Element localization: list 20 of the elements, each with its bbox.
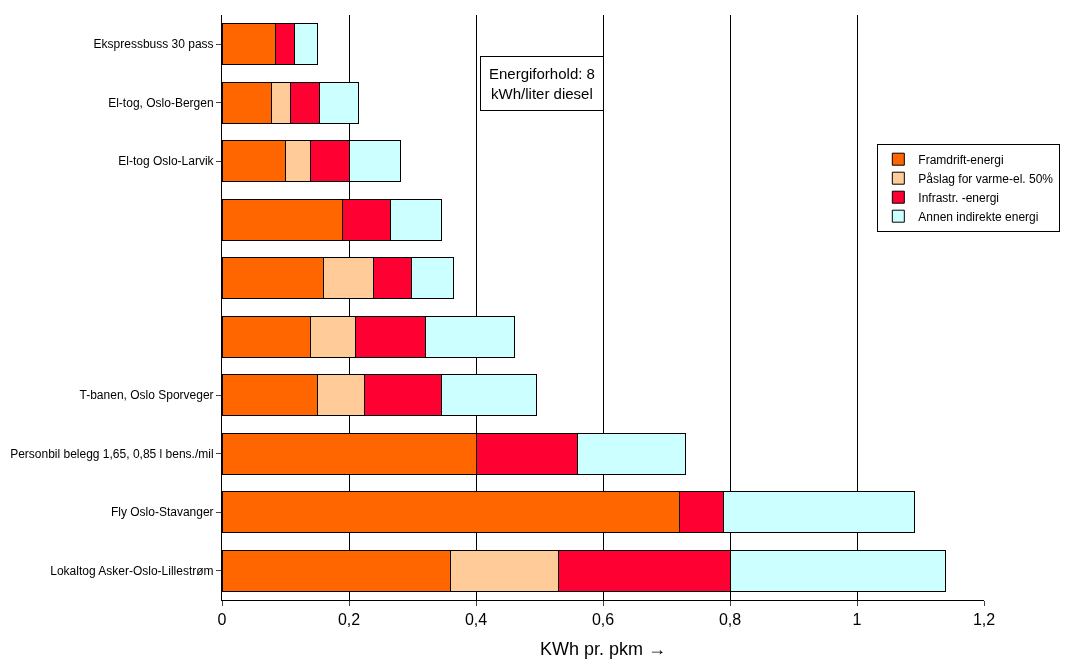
legend-label: Infrastr. -energi	[918, 190, 1000, 205]
annotation: Energiforhold: 8 kWh/liter diesel	[489, 65, 595, 102]
y-tick-label: Personbil belegg 1,65, 0,85 l bens./mil	[10, 446, 214, 461]
x-tick-label: 0,4	[464, 611, 488, 629]
x-tick-label: 0,6	[591, 611, 615, 629]
y-tick-label: Lokaltog Asker-Oslo-Lillestrøm	[50, 563, 214, 578]
x-tick-label: 1,2	[972, 611, 996, 629]
x-axis-title: KWh pr. pkm →	[539, 639, 667, 660]
y-tick-label: El-tog Oslo-Larvik	[118, 154, 215, 169]
y-tick-label: Fly Oslo-Stavanger	[110, 505, 214, 520]
x-tick-label: 1	[852, 611, 862, 629]
legend-label: Framdrift-energi	[918, 152, 1004, 167]
legend-label: Annen indirekte energi	[918, 209, 1039, 224]
x-tick-label: 0,8	[718, 611, 742, 629]
x-tick-label: 0	[217, 611, 227, 629]
y-tick-label: Ekspressbuss 30 pass	[93, 37, 214, 52]
x-tick-label: 0,2	[337, 611, 361, 629]
y-tick-label: T-banen, Oslo Sporveger	[79, 388, 214, 403]
legend-label: Påslag for varme-el. 50%	[918, 171, 1054, 186]
y-tick-label: El-tog, Oslo-Bergen	[108, 95, 214, 110]
